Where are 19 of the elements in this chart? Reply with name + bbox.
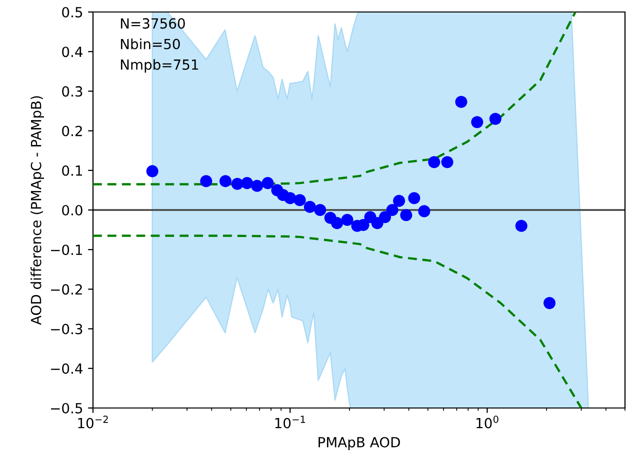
y-tick-label: −0.2 <box>51 284 82 295</box>
x-axis-title: PMApB AOD <box>318 436 400 450</box>
y-tick-label: −0.1 <box>51 244 82 256</box>
annotation: Nmpb=751 <box>120 59 198 73</box>
annotation: Nbin=50 <box>120 38 180 50</box>
y-axis-title: AOD difference (PMApC - PAMpB) <box>30 96 44 325</box>
y-tick-label: 0.4 <box>62 46 82 58</box>
y-tick-label: −0.3 <box>51 324 82 334</box>
y-tick-label: −0.5 <box>51 402 82 414</box>
x-tick-label: 10$^{−1}$ <box>275 416 306 428</box>
y-tick-label: −0.4 <box>51 363 82 374</box>
annotation: N=37560 <box>120 18 185 29</box>
y-tick-label: 0.0 <box>62 204 82 216</box>
y-tick-label: 0.5 <box>62 6 82 18</box>
y-tick-label: 0.1 <box>62 165 82 176</box>
y-tick-label: 0.3 <box>62 86 82 97</box>
x-tick-label: 10$^{−2}$ <box>78 416 108 428</box>
x-tick-label: 10$^{0}$ <box>476 416 498 428</box>
y-tick-label: 0.2 <box>62 126 82 136</box>
